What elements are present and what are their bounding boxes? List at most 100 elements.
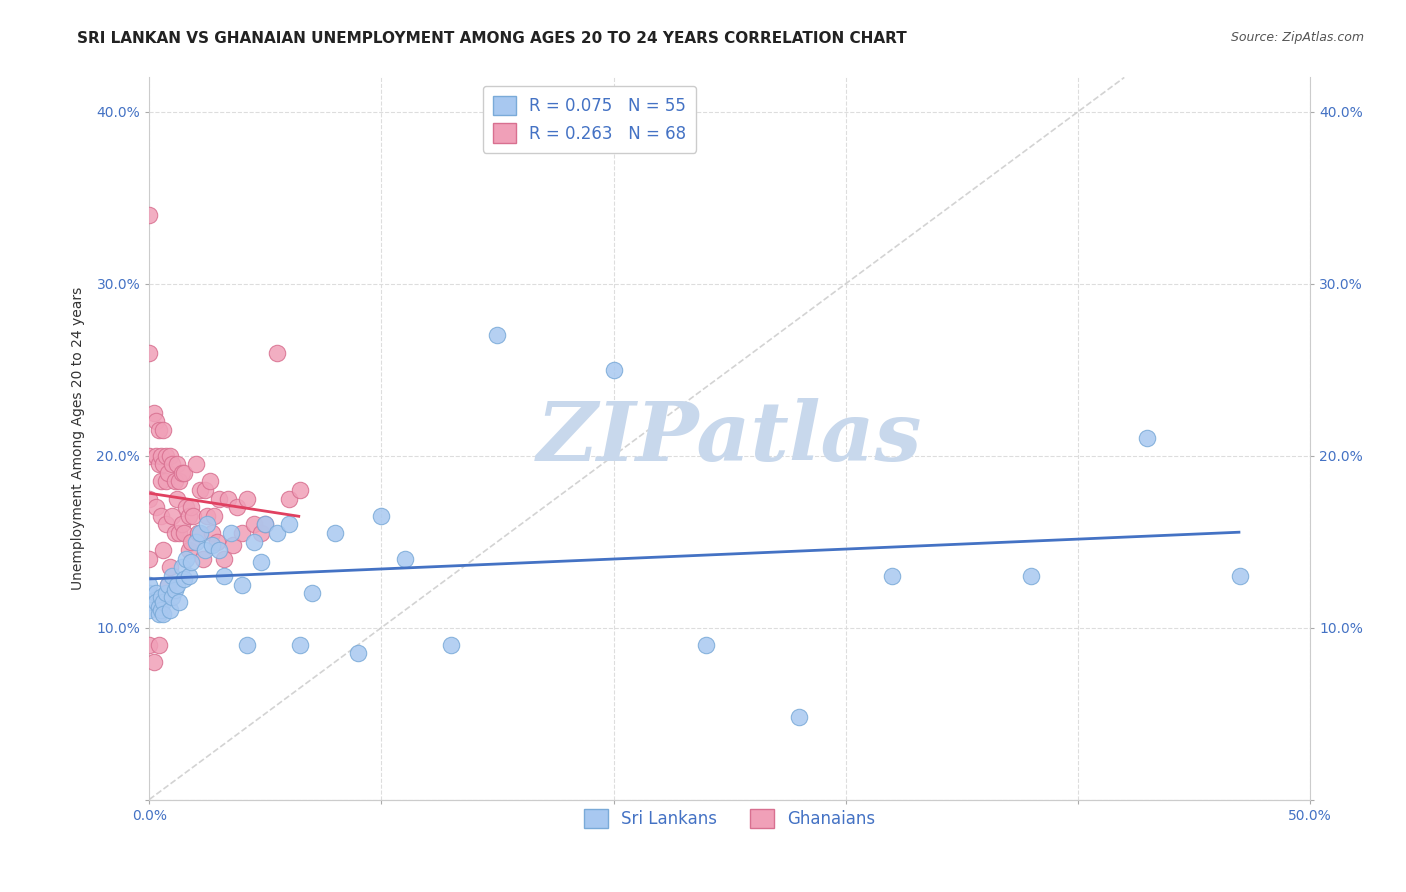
Point (159, 449, 181, 463)
Point (169, 475, 191, 489)
Point (236, 491, 259, 506)
Point (195, 517, 218, 532)
Point (152, 543, 174, 558)
Point (177, 543, 200, 558)
Point (138, 595, 160, 609)
Point (148, 599, 170, 614)
Text: ZIPatlas: ZIPatlas (537, 399, 922, 478)
Point (212, 551, 235, 566)
Point (162, 590, 184, 604)
Point (370, 508, 392, 523)
Point (208, 543, 231, 558)
Point (173, 526, 195, 541)
Point (176, 551, 198, 566)
Point (148, 638, 170, 652)
Point (162, 457, 184, 471)
Point (222, 538, 245, 552)
Point (277, 517, 299, 532)
Point (194, 483, 217, 497)
Point (152, 607, 174, 621)
Point (219, 526, 242, 541)
Point (249, 555, 271, 569)
Point (176, 500, 198, 515)
Point (1229, 569, 1251, 583)
Point (202, 508, 225, 523)
Point (142, 406, 165, 420)
Point (166, 577, 188, 591)
Point (288, 483, 311, 497)
Point (138, 603, 160, 617)
Point (194, 543, 217, 558)
Point (231, 577, 253, 591)
Point (173, 573, 195, 587)
Point (142, 655, 165, 669)
Point (226, 500, 249, 515)
Point (163, 475, 186, 489)
Point (184, 534, 207, 549)
Point (242, 534, 264, 549)
Point (787, 710, 810, 724)
Point (152, 595, 174, 609)
Point (188, 526, 211, 541)
Point (191, 551, 214, 566)
Point (163, 582, 186, 597)
Point (440, 638, 463, 652)
Point (155, 517, 177, 532)
Point (180, 500, 202, 515)
Point (301, 586, 323, 600)
Point (177, 569, 200, 583)
Point (149, 508, 172, 523)
Point (170, 560, 193, 574)
Point (170, 466, 193, 480)
Point (145, 595, 167, 609)
Point (148, 423, 170, 437)
Point (145, 449, 167, 463)
Point (152, 423, 174, 437)
Point (394, 551, 416, 566)
Point (266, 526, 288, 541)
Point (149, 590, 172, 604)
Point (602, 362, 624, 376)
Y-axis label: Unemployment Among Ages 20 to 24 years: Unemployment Among Ages 20 to 24 years (72, 287, 86, 591)
Point (148, 457, 170, 471)
Point (149, 449, 172, 463)
Point (217, 491, 239, 506)
Point (138, 577, 160, 591)
Point (149, 603, 172, 617)
Point (138, 551, 160, 566)
Point (882, 569, 904, 583)
Point (169, 526, 191, 541)
Point (242, 517, 264, 532)
Point (156, 577, 179, 591)
Point (138, 638, 160, 652)
Point (149, 475, 172, 489)
Point (323, 526, 346, 541)
Point (183, 508, 205, 523)
Point (254, 517, 277, 532)
Point (156, 577, 179, 591)
Point (249, 526, 271, 541)
Point (166, 491, 188, 506)
Point (138, 208, 160, 222)
Text: SRI LANKAN VS GHANAIAN UNEMPLOYMENT AMONG AGES 20 TO 24 YEARS CORRELATION CHART: SRI LANKAN VS GHANAIAN UNEMPLOYMENT AMON… (77, 31, 907, 46)
Point (486, 328, 509, 343)
Text: Source: ZipAtlas.com: Source: ZipAtlas.com (1230, 31, 1364, 45)
Point (184, 457, 207, 471)
Point (173, 466, 195, 480)
Point (254, 517, 277, 532)
Point (198, 475, 221, 489)
Point (236, 638, 259, 652)
Point (1021, 569, 1043, 583)
Point (180, 534, 202, 549)
Point (148, 607, 170, 621)
Point (288, 638, 311, 652)
Point (159, 560, 181, 574)
Point (145, 500, 167, 515)
Point (187, 526, 209, 541)
Point (188, 483, 211, 497)
Point (695, 638, 717, 652)
Point (166, 457, 188, 471)
Point (145, 586, 167, 600)
Legend: Sri Lankans, Ghanaians: Sri Lankans, Ghanaians (578, 802, 882, 835)
Point (159, 603, 181, 617)
